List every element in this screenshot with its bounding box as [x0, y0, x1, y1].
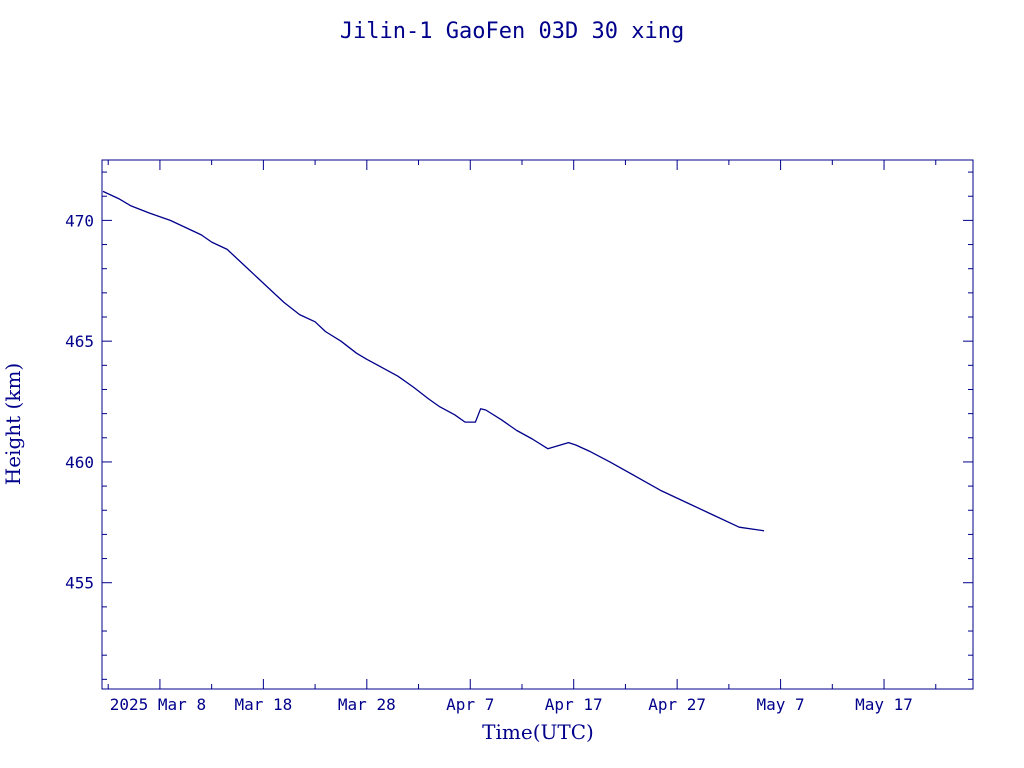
x-tick-label: May 17 — [855, 695, 913, 714]
x-tick-label: Apr 17 — [545, 695, 603, 714]
series-layer — [102, 190, 765, 532]
y-tick-label: 470 — [65, 211, 94, 230]
chart-title: Jilin-1 GaoFen 03D 30 xing — [340, 19, 684, 44]
series-line-0 — [102, 190, 765, 532]
x-tick-label: Mar 18 — [234, 695, 292, 714]
x-tick-label: Mar 28 — [338, 695, 396, 714]
x-tick-label: Apr 27 — [648, 695, 706, 714]
x-tick-label: 2025 Mar 8 — [110, 695, 206, 714]
plot-frame — [101, 159, 974, 690]
y-tick-label: 465 — [65, 332, 94, 351]
x-tick-label: Apr 7 — [446, 695, 494, 714]
y-axis-label: Height (km) — [1, 363, 25, 485]
y-tick-label: 455 — [65, 574, 94, 593]
x-axis-label: Time(UTC) — [482, 720, 594, 744]
y-tick-label: 460 — [65, 453, 94, 472]
ticks: 2025 Mar 8 Mar 18 Mar 28 Apr 7 Apr 17 Apr 27 M… — [65, 160, 973, 714]
x-tick-label: May 7 — [757, 695, 805, 714]
